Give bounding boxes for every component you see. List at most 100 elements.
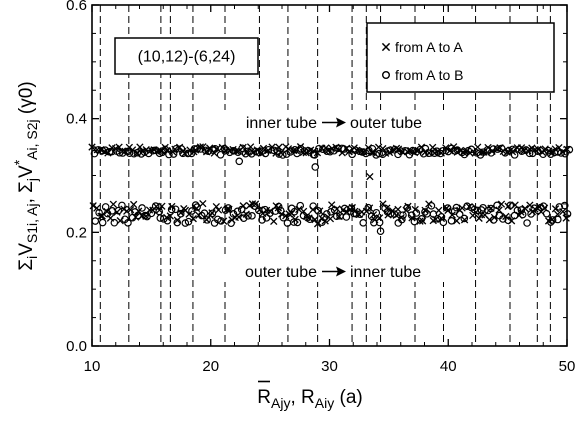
annotation-lower: outer tube inner tube [206,258,450,282]
point-from-a-to-b [118,201,126,210]
point-from-a-to-b [124,219,132,227]
point-from-a-to-b [278,151,287,159]
point-from-a-to-a [551,205,560,213]
point-from-a-to-a [163,146,171,155]
annotation-upper-from: inner tube [246,115,317,132]
x-axis-title: RAjy, RAiy (a) [257,387,362,411]
point-from-a-to-a [219,217,228,225]
legend-label-from-a-to-b: from A to B [395,67,463,83]
point-from-a-to-b [542,209,551,218]
point-from-a-to-b [238,144,246,153]
point-from-a-to-a [97,212,105,220]
arrow-lower-head [336,266,346,277]
y-tick-label: 0.4 [66,111,87,128]
x-tick-label: 50 [559,358,576,375]
y-tick-label: 0.6 [66,0,87,14]
point-from-a-to-a [199,199,207,208]
point-from-a-to-a [246,143,255,151]
point-from-a-to-b [156,214,165,222]
point-from-a-to-b [510,151,519,159]
point-from-a-to-a [214,206,223,214]
point-from-a-to-a [562,214,570,222]
y-title-d: V [16,165,37,178]
x-title-sub-1: Ajy [271,395,290,411]
point-from-a-to-a [136,143,144,151]
point-from-a-to-a [521,204,529,213]
point-from-a-to-a [449,143,458,151]
point-from-a-to-b [375,218,384,227]
point-from-a-to-a [130,200,138,209]
point-from-a-to-b [108,147,116,156]
point-from-a-to-b [565,145,574,154]
point-from-a-to-b [314,207,322,215]
x-title-unit: (a) [334,387,363,408]
point-from-a-to-b [290,218,298,226]
point-from-a-to-b [165,150,173,159]
point-from-a-to-b [548,216,557,224]
x-title-separator: , [290,387,301,408]
point-from-a-to-b [505,146,513,155]
legend: from A to A from A to B [366,22,555,93]
point-from-a-to-b [427,202,436,210]
annotation-upper: inner tube outer tube [206,110,450,134]
point-from-a-to-b [216,150,225,159]
point-from-a-to-b [239,214,248,222]
x-tick-label: 40 [440,358,457,375]
point-from-a-to-b [184,149,192,158]
point-from-a-to-a [448,211,456,219]
point-from-a-to-b [364,203,373,212]
point-from-a-to-b [98,218,107,227]
structure-label-box [114,37,259,75]
x-title-letter-2: R [301,387,315,408]
point-from-a-to-a [392,211,400,220]
point-from-a-to-a [418,217,427,225]
point-from-a-to-b [184,217,193,226]
point-from-a-to-a [282,212,290,220]
point-from-a-to-a [118,147,127,155]
point-from-a-to-a [442,144,450,152]
point-from-a-to-b [412,209,421,217]
point-from-a-to-b [506,201,515,210]
point-from-a-to-b [439,218,448,227]
point-from-a-to-b [235,157,244,166]
point-from-a-to-b [375,149,383,158]
point-from-a-to-b [173,218,182,227]
point-from-a-to-a [466,149,474,157]
point-from-a-to-b [237,205,246,214]
point-from-a-to-b [311,163,320,171]
point-from-a-to-a [212,202,220,211]
point-from-a-to-b [176,209,185,218]
annotation-lower-bg [206,258,450,282]
point-from-a-to-a [173,216,182,224]
scatter-points [88,143,574,235]
point-from-a-to-a [392,144,401,152]
point-from-a-to-b [147,209,156,218]
point-from-a-to-b [561,149,569,158]
point-from-a-to-b [95,208,103,217]
point-from-a-to-a [333,205,341,213]
point-from-a-to-b [274,202,283,211]
point-from-a-to-b [193,203,201,211]
point-from-a-to-b [293,218,302,227]
annotation-lower-to: inner tube [350,264,421,281]
point-from-a-to-a [313,220,322,228]
point-from-a-to-a [316,207,324,215]
point-from-a-to-b [306,215,314,224]
point-from-a-to-b [554,215,562,224]
point-from-a-to-a [166,212,174,220]
point-from-a-to-b [140,148,149,156]
annotation-upper-to: outer tube [350,115,422,132]
point-from-a-to-a [497,200,506,208]
x-tick-label: 10 [84,358,101,375]
point-from-a-to-a [278,210,286,218]
point-from-a-to-b [125,149,134,157]
point-from-a-to-b [188,207,196,215]
point-from-a-to-b [293,149,301,158]
point-from-a-to-a [437,214,446,223]
point-from-a-to-b [499,215,507,223]
point-from-a-to-b [172,144,180,153]
y-title-d-sup: * [11,159,27,165]
point-from-a-to-a [460,216,469,224]
point-from-a-to-b [555,203,564,211]
point-from-a-to-b [403,204,411,212]
